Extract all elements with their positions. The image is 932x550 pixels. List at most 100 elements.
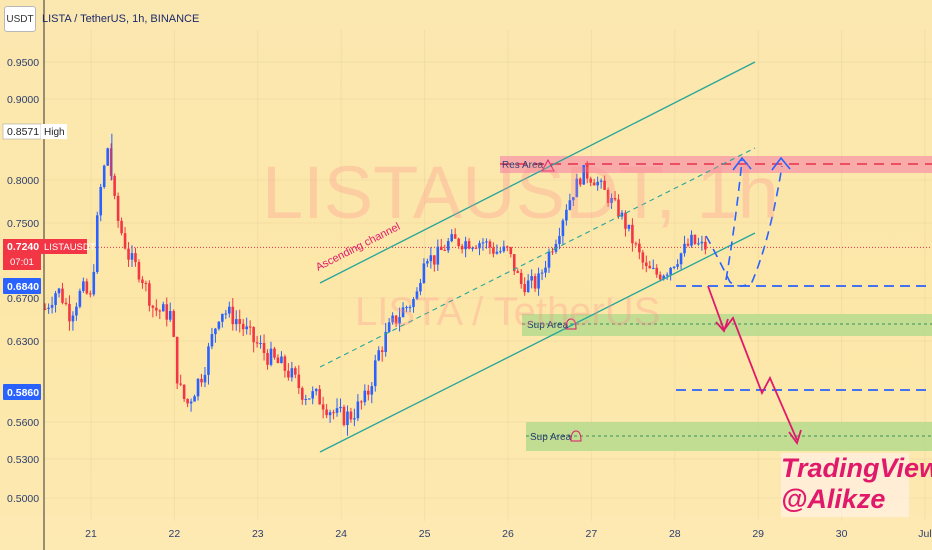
candle-body (356, 401, 360, 419)
currency-button[interactable]: USDT (4, 6, 36, 32)
x-tick-label: 29 (752, 528, 764, 540)
candle-body (676, 264, 679, 267)
candle-body (214, 328, 217, 335)
candle-body (241, 323, 245, 330)
candle-body (655, 267, 659, 275)
candle-body (113, 175, 116, 196)
candle-body (426, 261, 429, 264)
candle-body (287, 370, 290, 378)
candle-body (492, 247, 495, 254)
countdown-tag: 07:01 (10, 257, 34, 268)
candle-body (367, 390, 370, 395)
candle-body (690, 234, 693, 246)
candle-body (304, 398, 308, 400)
candle-body (116, 195, 120, 221)
candle-body (134, 253, 137, 263)
candle-body (82, 281, 85, 291)
candle-body (224, 313, 228, 315)
candle-body (700, 241, 704, 244)
candle-body (380, 350, 384, 353)
bearish-arrowhead (788, 429, 802, 445)
candle-body (300, 388, 304, 400)
candle-body (50, 304, 54, 308)
candle-body (102, 165, 106, 188)
candle-body (547, 251, 551, 268)
sup-area-label-2: Sup Area (530, 432, 572, 443)
candle-body (617, 199, 620, 217)
candle-body (672, 266, 676, 268)
y-tick-label: 0.5300 (7, 454, 39, 466)
candle-body (155, 307, 158, 311)
candle-body (572, 197, 575, 201)
candle-body (624, 212, 627, 229)
candle-body (582, 165, 586, 185)
channel-mid-line (319, 147, 756, 368)
candle-body (318, 389, 321, 405)
candle-body (651, 267, 655, 269)
candle-body (360, 401, 363, 403)
candle-body (248, 326, 252, 328)
candle-body (328, 412, 332, 416)
candle-body (217, 321, 221, 329)
candle-body (631, 224, 634, 244)
candle-body (252, 327, 255, 343)
bell-icon (570, 430, 582, 442)
candle-body (314, 389, 318, 392)
last-tag-bg (3, 239, 41, 270)
candle-body (523, 283, 526, 293)
candle-body (530, 276, 533, 281)
bullish-arrowhead-right (771, 156, 791, 171)
candle-body (231, 306, 235, 325)
candle-body (203, 374, 207, 383)
candle-body (266, 353, 269, 365)
y-tick-label: 0.5000 (7, 493, 39, 505)
level-tag-1-bg (3, 278, 41, 294)
high-tag: 0.8571 (7, 126, 39, 138)
candle-body (269, 348, 273, 365)
x-tick-label: 24 (335, 528, 347, 540)
candle-body (502, 246, 506, 252)
candle-body (439, 246, 443, 250)
candle-body (401, 307, 405, 318)
y-tick-label: 0.9000 (7, 94, 39, 106)
candle-body (526, 280, 530, 293)
candle-body (228, 306, 231, 314)
candle-body (627, 224, 631, 229)
candle-body (467, 241, 471, 249)
candle-body (387, 322, 391, 332)
level-tag-2: 0.5860 (7, 387, 39, 399)
candle-body (200, 378, 203, 383)
candle-body (95, 215, 99, 272)
candle-body (398, 317, 401, 324)
candle-body (64, 302, 68, 304)
candle-body (120, 220, 123, 234)
channel-upper-line (319, 61, 756, 284)
resistance-zone (500, 156, 932, 173)
candle-body (613, 197, 617, 200)
candle-body (540, 272, 544, 274)
y-tick-label: 0.9500 (7, 57, 39, 69)
candle-body (697, 243, 700, 245)
candle-body (168, 311, 172, 320)
candle-body (78, 290, 82, 307)
candle-body (141, 279, 144, 284)
candle-body (321, 404, 325, 410)
candle-body (61, 288, 64, 303)
candle-body (71, 315, 75, 322)
candle-body (568, 200, 572, 210)
candle-body (558, 236, 561, 244)
candle-body (662, 275, 665, 280)
candle-body (638, 243, 641, 253)
candle-body (499, 251, 502, 253)
candle-body (259, 343, 262, 345)
bearish-path (707, 285, 798, 441)
y-tick-label: 0.8000 (7, 175, 39, 187)
candle-body (474, 247, 478, 249)
last-symbol-tag: LISTAUSDT (44, 242, 96, 253)
bullish-arrowhead-left (732, 156, 752, 171)
candle-body (565, 209, 568, 221)
level-tag-2-bg (3, 384, 41, 400)
candle-body (575, 178, 579, 198)
candle-body (294, 368, 297, 375)
